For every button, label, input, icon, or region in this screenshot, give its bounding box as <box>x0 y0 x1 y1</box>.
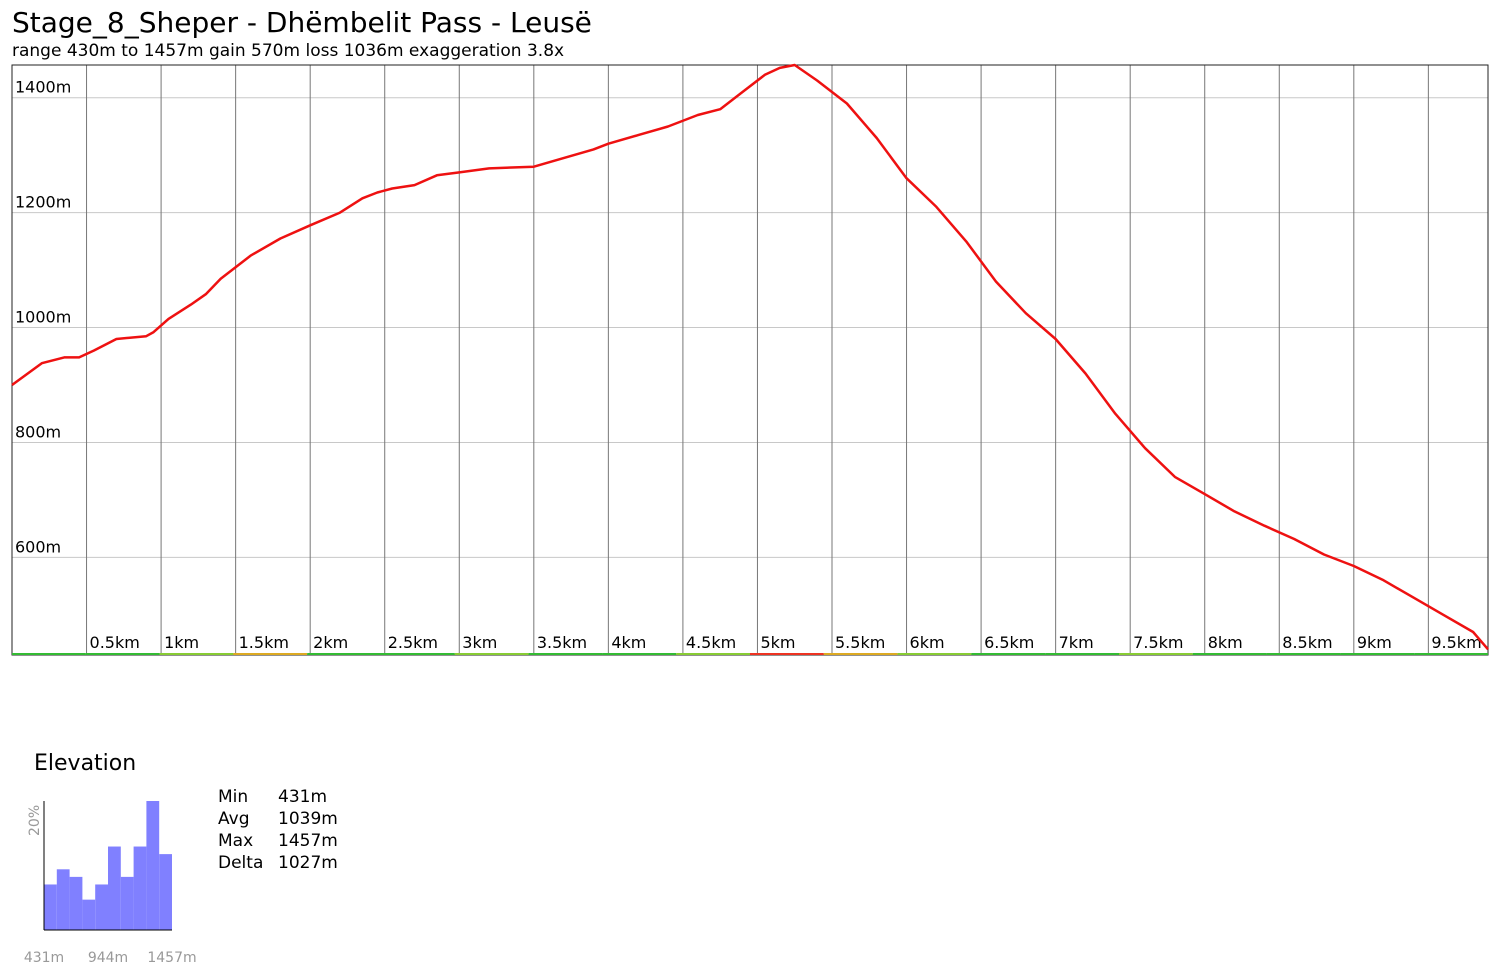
stat-delta: Delta 1027m <box>218 852 338 874</box>
stat-label: Min <box>218 787 249 807</box>
x-tick-label: 8.5km <box>1282 633 1332 652</box>
y-tick-label: 600m <box>15 537 61 556</box>
x-tick-label: 2.5km <box>388 633 438 652</box>
x-tick-label: 4km <box>611 633 646 652</box>
histogram-bar <box>146 801 160 930</box>
gradient-segment <box>676 653 750 655</box>
gradient-segment <box>528 653 603 655</box>
histogram-bar <box>108 846 121 930</box>
histogram-bar <box>133 846 147 930</box>
x-tick-label: 3.5km <box>537 633 587 652</box>
gradient-segment <box>897 653 972 655</box>
histogram-bar <box>120 876 134 930</box>
plot-frame <box>11 64 1489 656</box>
x-tick-label: 5km <box>760 633 795 652</box>
elevation-histogram-title: Elevation <box>34 751 137 776</box>
y-tick-label: 1000m <box>15 308 71 327</box>
gradient-segment <box>454 653 529 655</box>
gradient-segment <box>1414 653 1488 655</box>
stat-label: Delta <box>218 853 264 873</box>
elevation-line <box>11 63 1489 651</box>
x-tick-label: 6.5km <box>984 633 1034 652</box>
stat-max: Max 1457m <box>218 830 338 852</box>
x-tick-label: 3km <box>462 633 497 652</box>
chart-title: Stage_8_Sheper - Dhëmbelit Pass - Leusë <box>12 6 592 39</box>
x-tick-label: 0.5km <box>90 633 140 652</box>
gradient-segment <box>971 653 1046 655</box>
x-tick-label: 7.5km <box>1133 633 1183 652</box>
x-tick-label: 1.5km <box>239 633 289 652</box>
gradient-segment <box>602 653 677 655</box>
x-tick-label: 9.5km <box>1431 633 1481 652</box>
histogram-bar <box>82 899 96 930</box>
gradient-segment <box>1266 653 1341 655</box>
gradient-segment <box>1045 653 1119 655</box>
x-tick-label: 8km <box>1208 633 1243 652</box>
histogram-bar <box>95 884 108 930</box>
x-tick-label: 2km <box>313 633 348 652</box>
gradient-segment <box>233 653 308 655</box>
x-tick-label: 5.5km <box>835 633 885 652</box>
stat-value: 431m <box>278 787 328 807</box>
histogram-bar <box>159 854 172 930</box>
stat-value: 1039m <box>278 809 338 829</box>
y-tick-label: 1200m <box>15 193 71 212</box>
y-tick-label: 800m <box>15 422 61 441</box>
gradient-segment <box>750 653 824 655</box>
x-tick-label: 1km <box>164 633 199 652</box>
stat-avg: Avg 1039m <box>218 808 338 830</box>
x-tick-label: 9km <box>1357 633 1392 652</box>
x-tick-label: 7km <box>1059 633 1094 652</box>
histogram-bar <box>69 876 83 930</box>
gradient-segment <box>159 653 234 655</box>
stat-label: Max <box>218 831 254 851</box>
elevation-profile-chart: 1400m 1200m 1000m 800m 600m 0.5km 1km 1.5km 2km 2… <box>11 63 1489 656</box>
histogram-x-label: 1457m <box>147 950 196 966</box>
gradient-segment <box>1192 653 1267 655</box>
x-tick-label: 6km <box>910 633 945 652</box>
stat-label: Avg <box>218 809 250 829</box>
histogram-x-label: 944m <box>88 950 128 966</box>
y-tick-label: 1400m <box>15 78 71 97</box>
x-tick-label: 4.5km <box>686 633 736 652</box>
stat-min: Min 431m <box>218 786 338 808</box>
histogram-y-label: 20% <box>27 805 43 836</box>
histogram-x-label: 431m <box>24 950 64 966</box>
stat-value: 1457m <box>278 831 338 851</box>
stat-value: 1027m <box>278 853 338 873</box>
chart-subtitle: range 430m to 1457m gain 570m loss 1036m… <box>12 41 565 61</box>
gradient-segment <box>12 653 86 655</box>
gradient-segment <box>381 653 455 655</box>
gradient-segment <box>307 653 381 655</box>
histogram-bar <box>44 884 57 930</box>
histogram-bar <box>56 869 70 930</box>
elevation-stats: Min 431m Avg 1039m Max 1457m Delta 1027m <box>218 786 338 874</box>
gradient-segment <box>1119 653 1193 655</box>
elevation-histogram: 20% 431m 944m 1457m <box>24 801 197 966</box>
gradient-segment <box>1340 653 1415 655</box>
gradient-segment <box>85 653 160 655</box>
gradient-segment <box>823 653 898 655</box>
